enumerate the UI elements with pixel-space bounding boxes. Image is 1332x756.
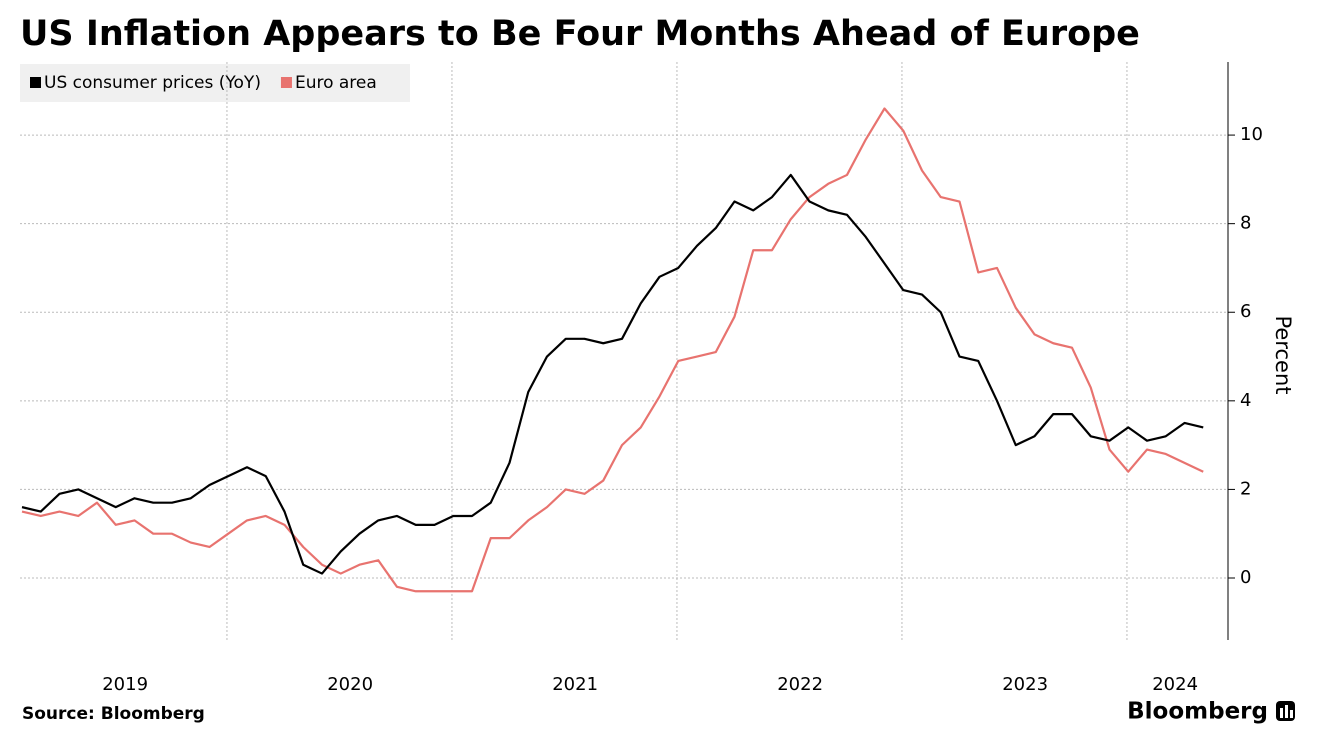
y-tick-label: 10	[1240, 124, 1263, 145]
y-tick-label: 2	[1240, 478, 1251, 499]
y-tick-label: 8	[1240, 213, 1251, 234]
brand: Bloomberg	[1127, 699, 1268, 725]
legend-box	[20, 64, 410, 102]
y-tick-label: 4	[1240, 390, 1251, 411]
legend-label: US consumer prices (YoY)	[44, 73, 261, 93]
x-tick-label: 2020	[327, 674, 373, 695]
series-line	[21, 173, 1204, 575]
legend-label: Euro area	[295, 73, 377, 93]
x-tick-label: 2023	[1002, 674, 1048, 695]
source: Source: Bloomberg	[22, 704, 205, 724]
brand-icon-bar	[1285, 705, 1288, 718]
y-tick-label: 0	[1240, 567, 1251, 588]
legend-swatch	[280, 77, 292, 88]
brand-icon-bar	[1290, 710, 1293, 718]
series-line	[21, 107, 1204, 593]
chart-title: US Inflation Appears to Be Four Months A…	[20, 14, 1140, 54]
y-axis-label: Percent	[1271, 315, 1295, 394]
y-tick-label: 6	[1240, 301, 1251, 322]
brand-icon-bar	[1280, 708, 1283, 718]
x-tick-label: 2021	[552, 674, 598, 695]
x-tick-label: 2022	[777, 674, 823, 695]
x-tick-label: 2024	[1152, 674, 1198, 695]
x-tick-label: 2019	[102, 674, 148, 695]
legend-swatch	[30, 77, 41, 88]
